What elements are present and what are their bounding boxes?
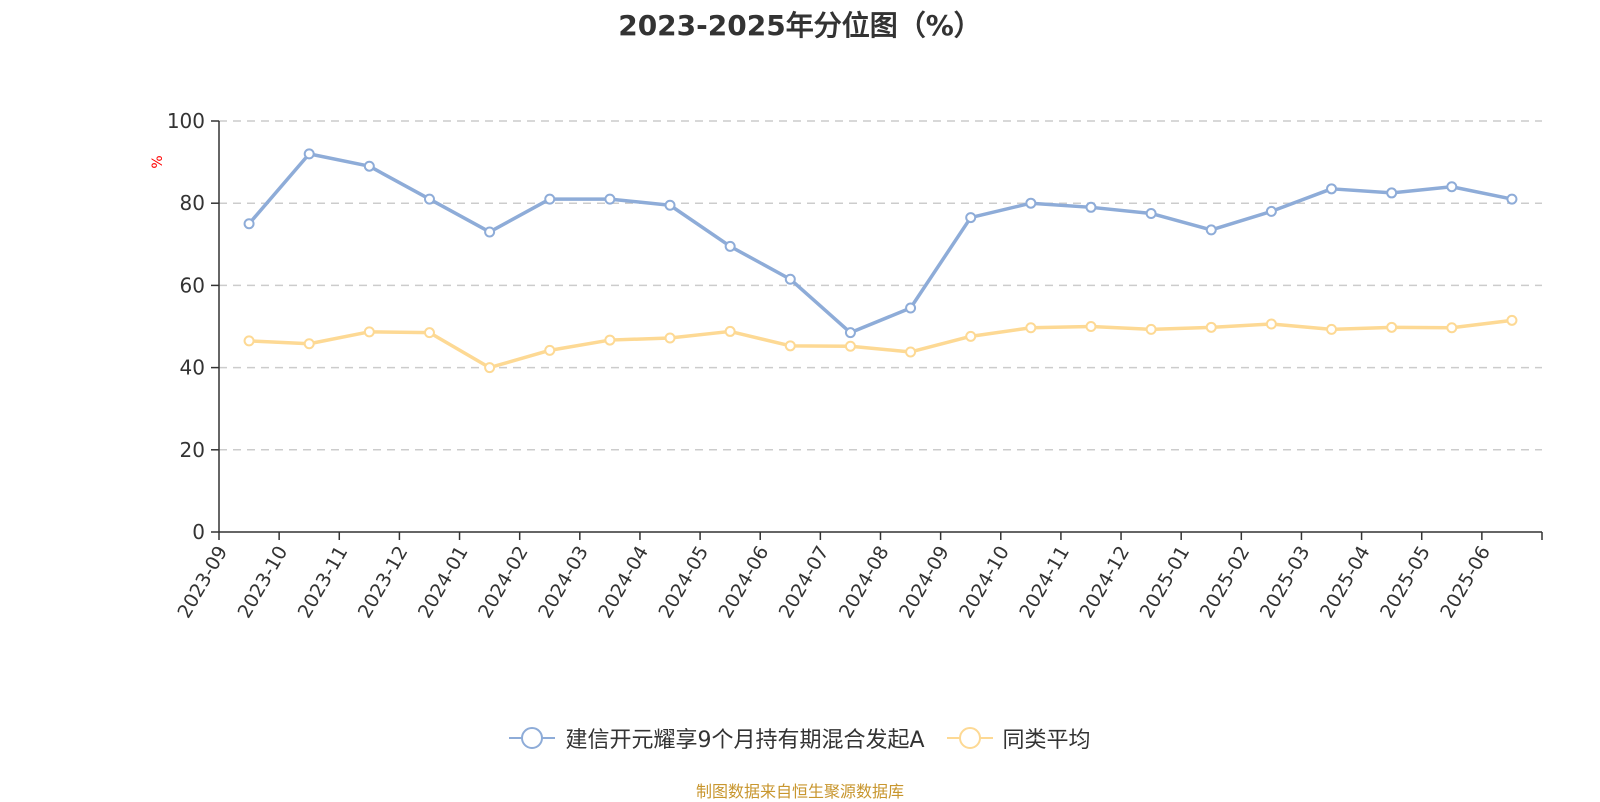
- y-axis-ticks: 0 20 40 60 80 100%: [150, 109, 219, 544]
- data-point[interactable]: [1205, 224, 1217, 236]
- data-point[interactable]: [1506, 314, 1518, 326]
- data-point[interactable]: [604, 193, 616, 205]
- data-point[interactable]: [844, 340, 856, 352]
- data-point[interactable]: [1446, 181, 1458, 193]
- data-point[interactable]: [1145, 207, 1157, 219]
- x-tick-label: 2025-01: [1136, 542, 1195, 622]
- x-tick-label: 2024-04: [594, 542, 653, 622]
- x-tick-label: 2023-11: [294, 542, 353, 622]
- y-tick-label: 80: [180, 191, 205, 215]
- y-tick-label: 40: [180, 356, 205, 380]
- data-point[interactable]: [1386, 321, 1398, 333]
- data-point[interactable]: [965, 330, 977, 342]
- data-point[interactable]: [363, 326, 375, 338]
- x-tick-label: 2024-02: [474, 542, 533, 622]
- data-point[interactable]: [724, 240, 736, 252]
- data-point[interactable]: [423, 327, 435, 339]
- data-point[interactable]: [1085, 321, 1097, 332]
- data-point[interactable]: [1446, 322, 1458, 334]
- data-point[interactable]: [905, 302, 917, 314]
- legend-swatch-fund-icon: [509, 726, 556, 750]
- data-point[interactable]: [544, 193, 556, 205]
- data-point[interactable]: [243, 218, 255, 230]
- series-group: [243, 148, 1518, 374]
- data-point[interactable]: [784, 273, 796, 285]
- data-point[interactable]: [1145, 323, 1157, 335]
- data-point[interactable]: [1205, 321, 1217, 333]
- data-point[interactable]: [604, 334, 616, 346]
- x-tick-label: 2024-03: [534, 542, 593, 622]
- legend-item-peer-average[interactable]: 同类平均: [946, 722, 1091, 754]
- data-source-note: 制图数据来自恒生聚源数据库: [695, 782, 904, 801]
- x-tick-label: 2025-02: [1196, 542, 1255, 622]
- data-point[interactable]: [905, 346, 917, 358]
- data-point[interactable]: [1506, 193, 1518, 205]
- data-point[interactable]: [303, 148, 315, 160]
- series-0: [243, 148, 1518, 339]
- x-tick-label: 2024-12: [1075, 542, 1134, 622]
- x-tick-label: 2024-10: [955, 542, 1014, 622]
- x-tick-label: 2024-09: [895, 542, 954, 622]
- axes: [218, 121, 1542, 533]
- data-point[interactable]: [243, 335, 255, 347]
- data-point[interactable]: [484, 362, 496, 374]
- x-tick-label: 2024-01: [414, 542, 473, 622]
- legend-label-fund: 建信开元耀享9个月持有期混合发起A: [565, 728, 925, 753]
- y-tick-label: 20: [180, 438, 205, 462]
- data-point[interactable]: [664, 199, 676, 211]
- x-tick-label: 2024-06: [715, 542, 774, 622]
- series-line: [247, 152, 1513, 335]
- data-point[interactable]: [544, 344, 556, 356]
- x-tick-label: 2025-05: [1376, 542, 1435, 622]
- grid-lines: [219, 120, 1542, 451]
- data-point[interactable]: [1265, 318, 1277, 330]
- data-point[interactable]: [363, 160, 375, 172]
- data-point[interactable]: [1386, 187, 1398, 199]
- data-point[interactable]: [965, 212, 977, 224]
- x-tick-label: 2024-05: [654, 542, 713, 622]
- y-tick-label: 100: [167, 109, 205, 133]
- chart-title: 2023-2025年分位图（%）: [618, 9, 982, 42]
- data-point[interactable]: [724, 325, 736, 337]
- series-line: [248, 318, 1513, 370]
- data-point[interactable]: [1025, 197, 1037, 209]
- x-tick-label: 2025-06: [1436, 542, 1495, 622]
- y-tick-label: 0: [192, 520, 205, 544]
- data-point[interactable]: [1326, 323, 1338, 335]
- x-tick-label: 2023-09: [173, 542, 232, 622]
- data-point[interactable]: [423, 193, 435, 205]
- y-tick-label: 60: [180, 273, 205, 297]
- x-axis-ticks: 2023-09 2023-10 2023-11 2023-12 2024-01 2024-…: [173, 532, 1543, 622]
- series-1: [243, 314, 1518, 374]
- data-point[interactable]: [1085, 201, 1097, 213]
- data-point[interactable]: [1326, 183, 1338, 195]
- legend-item-fund[interactable]: 建信开元耀享9个月持有期混合发起A: [509, 722, 925, 754]
- x-tick-label: 2024-07: [775, 542, 834, 622]
- x-tick-label: 2023-12: [354, 542, 413, 622]
- data-point[interactable]: [484, 226, 496, 238]
- x-tick-label: 2024-08: [835, 542, 894, 622]
- data-point[interactable]: [303, 338, 315, 350]
- x-tick-label: 2025-03: [1256, 542, 1315, 622]
- x-tick-label: 2025-04: [1316, 542, 1375, 622]
- legend: 建信开元耀享9个月持有期混合发起A 同类平均: [0, 722, 1600, 754]
- y-unit-label: %: [150, 155, 166, 168]
- legend-label-peer-average: 同类平均: [1002, 728, 1091, 753]
- data-point[interactable]: [1025, 322, 1037, 334]
- data-point[interactable]: [664, 332, 676, 344]
- data-point[interactable]: [1265, 205, 1277, 217]
- data-point[interactable]: [844, 327, 856, 339]
- x-tick-label: 2024-11: [1015, 542, 1074, 622]
- x-tick-label: 2023-10: [233, 542, 292, 622]
- legend-swatch-peer-average-icon: [946, 726, 993, 750]
- data-point[interactable]: [784, 340, 796, 352]
